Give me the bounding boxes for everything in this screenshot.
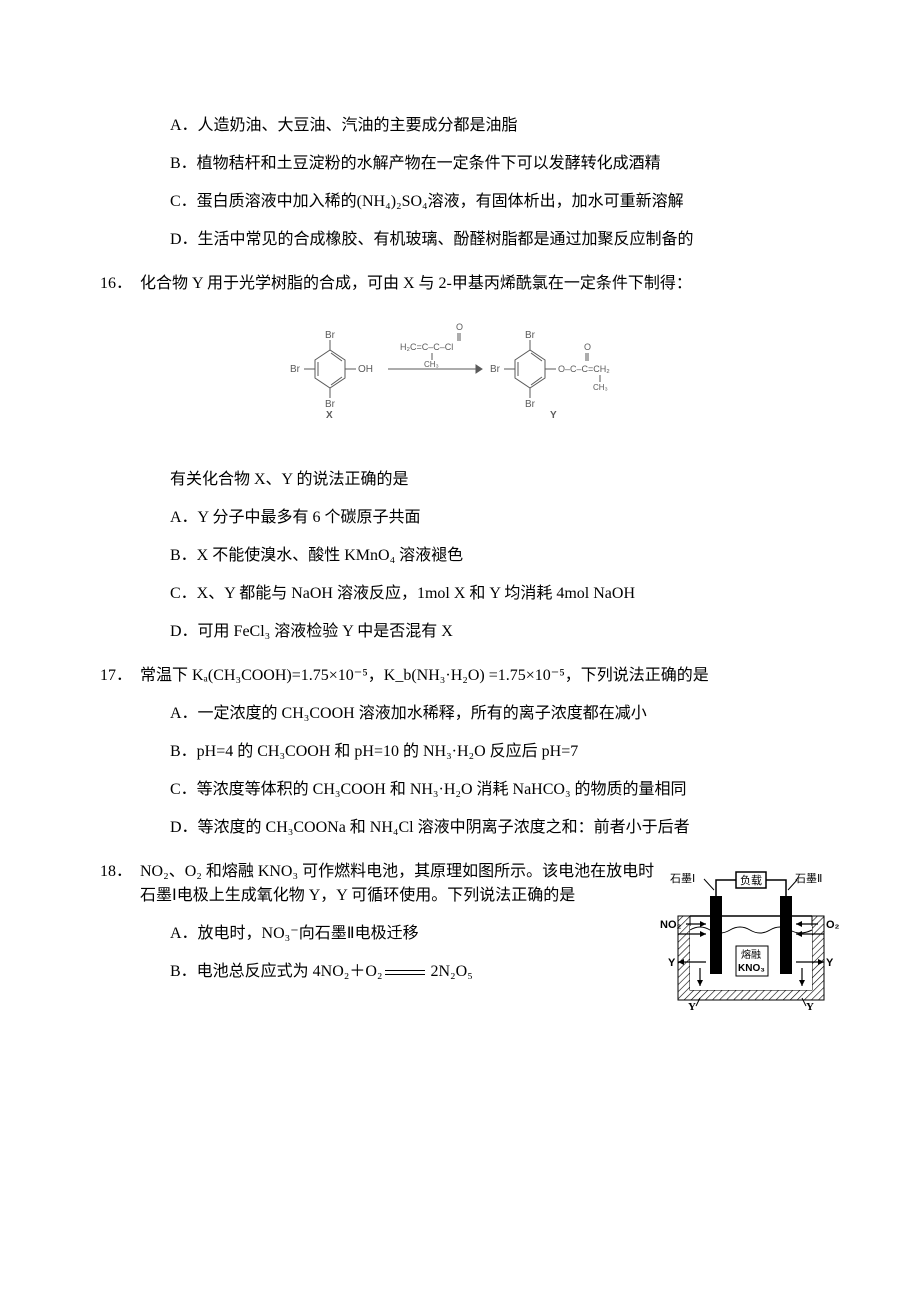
q16-substem: 有关化合物 X、Y 的说法正确的是 [170,468,820,492]
q18-number: 18． [100,860,140,884]
x-br-left: Br [290,364,301,375]
cell-y-br: Y [806,1001,814,1013]
fuel-cell-diagram: 负载 石墨Ⅰ 石墨Ⅱ NO₂ O₂ [660,868,840,1013]
cell-y-left: Y [668,957,676,969]
reaction-svg: Br Br Br OH X O H₂C=C–C–Cl CH₃ [260,310,660,420]
q16-option-c: C．X、Y 都能与 NaOH 溶液反应，1mol X 和 Y 均消耗 4mol … [170,582,820,606]
q18-b-pre: B．电池总反应式为 4NO₂＋O₂ [170,963,383,980]
q18-option-b: B．电池总反应式为 4NO₂＋O₂ 2N₂O₅ [170,960,690,984]
reagent-chain: H₂C=C–C–Cl [400,342,453,352]
q15-option-b: B．植物秸杆和土豆淀粉的水解产物在一定条件下可以发酵转化成酒精 [170,152,820,176]
x-oh: OH [358,364,373,375]
q15-option-d: D．生活中常见的合成橡胶、有机玻璃、酚醛树脂都是通过加聚反应制备的 [170,228,820,252]
cell-load-label: 负载 [740,873,762,887]
q15-option-c: C．蛋白质溶液中加入稀的(NH₄)₂SO₄溶液，有固体析出，加水可重新溶解 [170,190,820,214]
q17-option-c: C．等浓度等体积的 CH₃COOH 和 NH₃·H₂O 消耗 NaHCO₃ 的物… [170,778,820,802]
q16-reaction-scheme: Br Br Br OH X O H₂C=C–C–Cl CH₃ [100,310,820,428]
q18-stem: NO₂、O₂ 和熔融 KNO₃ 可作燃料电池，其原理如图所示。该电池在放电时石墨… [140,860,660,908]
cell-graphite2-label: 石墨Ⅱ [795,872,822,885]
q18-block: 18．NO₂、O₂ 和熔融 KNO₃ 可作燃料电池，其原理如图所示。该电池在放电… [100,860,820,908]
q16-option-b: B．X 不能使溴水、酸性 KMnO₄ 溶液褪色 [170,544,820,568]
q18-option-a: A．放电时，NO₃⁻向石墨Ⅱ电极迁移 [170,922,690,946]
cell-y-right: Y [826,957,834,969]
cell-o2-label: O₂ [826,919,840,931]
q17-stem-row: 17．常温下 Kₐ(CH₃COOH)=1.75×10⁻⁵，K_b(NH₃·H₂O… [100,664,820,688]
reagent-ch3: CH₃ [424,360,439,369]
q15-option-a: A．人造奶油、大豆油、汽油的主要成分都是油脂 [170,114,820,138]
cell-kno3-label: KNO₃ [738,963,765,974]
reaction-condition-line [385,970,425,975]
q17-stem: 常温下 Kₐ(CH₃COOH)=1.75×10⁻⁵，K_b(NH₃·H₂O) =… [140,664,810,688]
y-label: Y [550,410,557,420]
cell-molten-label: 熔融 [741,948,761,961]
cell-no2-label: NO₂ [660,919,682,931]
cell-y-bl: Y [688,1001,696,1013]
q16-option-a: A．Y 分子中最多有 6 个碳原子共面 [170,506,820,530]
cell-graphite1-label: 石墨Ⅰ [670,872,695,885]
y-br-left: Br [490,364,501,375]
q16-option-d: D．可用 FeCl₃ 溶液检验 Y 中是否混有 X [170,620,820,644]
reagent-o: O [456,322,463,332]
y-chain: O–C–C=CH₂ [558,364,610,374]
y-br-top: Br [525,330,536,341]
x-br-bottom: Br [325,399,336,410]
q16-number: 16． [100,272,140,296]
q16-stem: 化合物 Y 用于光学树脂的合成，可由 X 与 2-甲基丙烯酰氯在一定条件下制得： [140,272,810,296]
q17-option-d: D．等浓度的 CH₃COONa 和 NH₄Cl 溶液中阴离子浓度之和：前者小于后… [170,816,820,840]
y-ch3: CH₃ [593,383,608,392]
q17-option-b: B．pH=4 的 CH₃COOH 和 pH=10 的 NH₃·H₂O 反应后 p… [170,740,820,764]
y-o-dbl: O [584,342,591,352]
q18-b-post: 2N₂O₅ [427,963,473,980]
q17-number: 17． [100,664,140,688]
y-br-bottom: Br [525,399,536,410]
x-br-top: Br [325,330,336,341]
q16-stem-row: 16．化合物 Y 用于光学树脂的合成，可由 X 与 2-甲基丙烯酰氯在一定条件下… [100,272,820,296]
q17-option-a: A．一定浓度的 CH₃COOH 溶液加水稀释，所有的离子浓度都在减小 [170,702,820,726]
x-label: X [326,410,333,420]
